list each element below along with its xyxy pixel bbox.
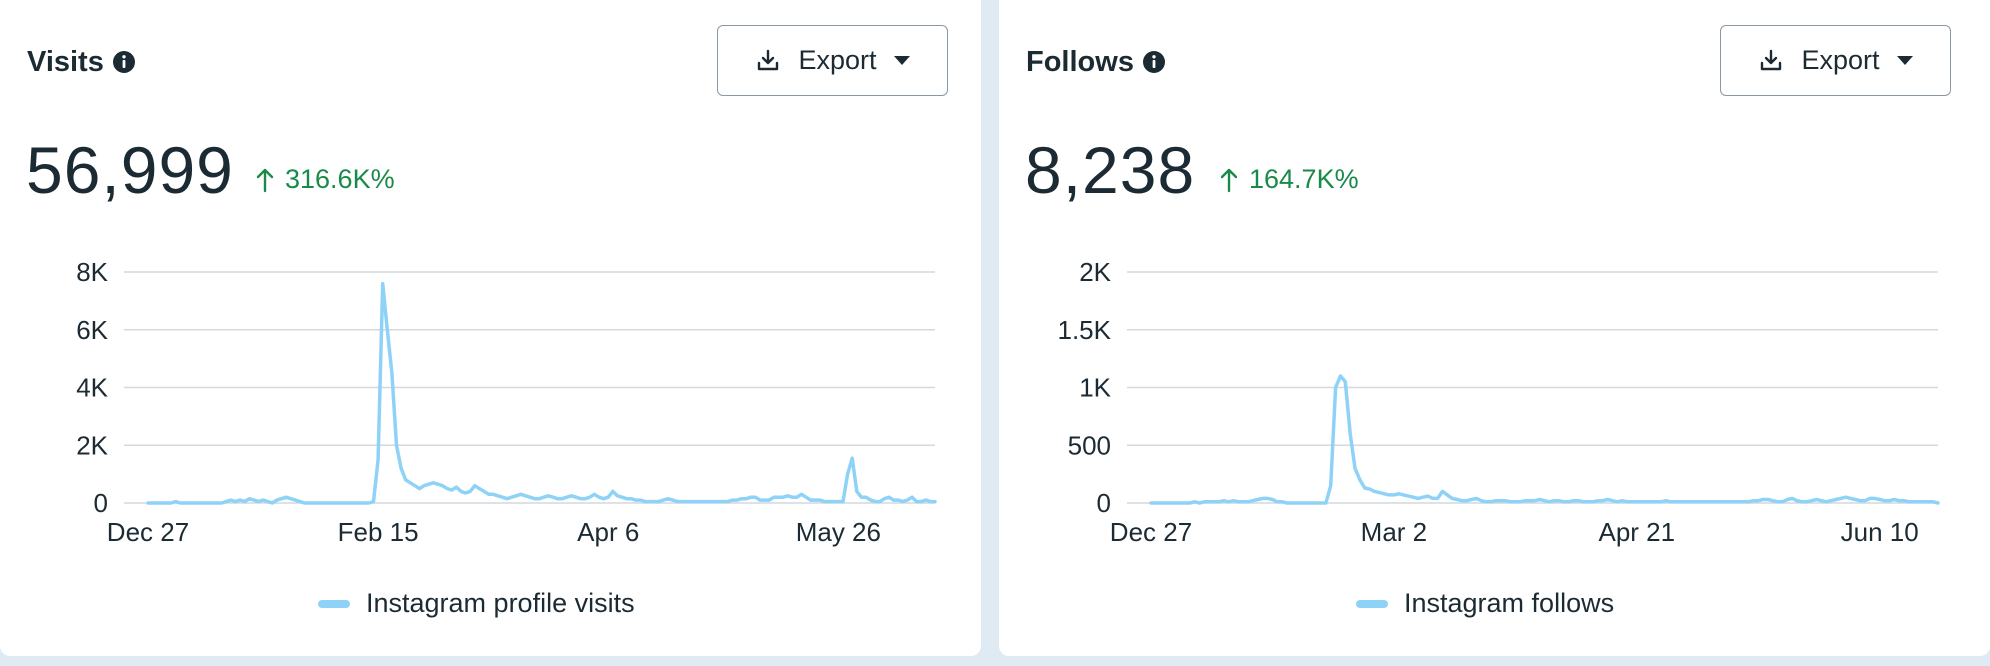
- download-icon: [758, 49, 779, 70]
- y-tick-label: 8K: [76, 257, 108, 287]
- y-tick-label: 2K: [1079, 257, 1111, 287]
- legend-label: Instagram follows: [1404, 588, 1615, 618]
- x-tick-label: Mar 2: [1361, 517, 1427, 547]
- y-tick-label: 1K: [1079, 373, 1111, 403]
- series-line: [146, 281, 937, 505]
- visits-change: 316.6K%: [255, 164, 395, 195]
- visits-card: Visits Export 56,999 316.6K% 0 2K 4K 6K 8K De…: [0, 0, 981, 656]
- follows-total: 8,238: [1025, 133, 1196, 207]
- y-tick-label: 4K: [76, 373, 108, 403]
- visits-legend[interactable]: Instagram profile visits: [318, 588, 635, 619]
- x-tick-label: May 26: [796, 517, 881, 547]
- follows-chart: 0 500 1K 1.5K 2K Dec 27 Mar 2 Apr 21 Jun 10: [1058, 257, 1940, 547]
- x-tick-label: Jun 10: [1841, 517, 1919, 547]
- info-icon[interactable]: [1142, 50, 1166, 74]
- y-tick-label: 2K: [76, 430, 108, 460]
- x-tick-label: Apr 6: [577, 517, 639, 547]
- x-tick-label: Dec 27: [107, 517, 189, 547]
- y-tick-label: 0: [94, 488, 108, 518]
- export-button[interactable]: Export: [1720, 25, 1951, 96]
- export-label: Export: [798, 45, 877, 75]
- series-line: [1149, 374, 1940, 505]
- caret-down-icon: [1896, 55, 1913, 65]
- y-tick-label: 500: [1068, 430, 1111, 460]
- visits-chart: 0 2K 4K 6K 8K Dec 27 Feb 15 Apr 6 May 26: [76, 257, 937, 547]
- follows-change-value: 164.7K%: [1249, 164, 1359, 194]
- follows-legend[interactable]: Instagram follows: [1356, 588, 1614, 619]
- follows-change: 164.7K%: [1219, 164, 1359, 195]
- visits-title-text: Visits: [27, 46, 104, 78]
- visits-title: Visits: [27, 42, 136, 82]
- download-icon: [1761, 49, 1782, 70]
- arrow-up-icon: [256, 168, 274, 192]
- export-label: Export: [1801, 45, 1880, 75]
- y-tick-label: 6K: [76, 315, 108, 345]
- x-tick-label: Dec 27: [1110, 517, 1192, 547]
- visits-total: 56,999: [26, 133, 234, 207]
- legend-swatch: [318, 599, 350, 608]
- y-tick-label: 0: [1097, 488, 1111, 518]
- caret-down-icon: [893, 55, 910, 65]
- follows-card: Follows Export 8,238 164.7K% 0 500 1K 1.5K 2…: [999, 0, 1990, 656]
- visits-change-value: 316.6K%: [285, 164, 395, 194]
- y-tick-label: 1.5K: [1058, 315, 1112, 345]
- export-button[interactable]: Export: [717, 25, 948, 96]
- follows-title: Follows: [1026, 42, 1166, 82]
- follows-title-text: Follows: [1026, 46, 1134, 78]
- info-icon[interactable]: [112, 50, 136, 74]
- x-tick-label: Feb 15: [338, 517, 419, 547]
- x-tick-label: Apr 21: [1598, 517, 1675, 547]
- arrow-up-icon: [1220, 168, 1238, 192]
- legend-swatch: [1356, 599, 1388, 608]
- legend-label: Instagram profile visits: [366, 588, 635, 618]
